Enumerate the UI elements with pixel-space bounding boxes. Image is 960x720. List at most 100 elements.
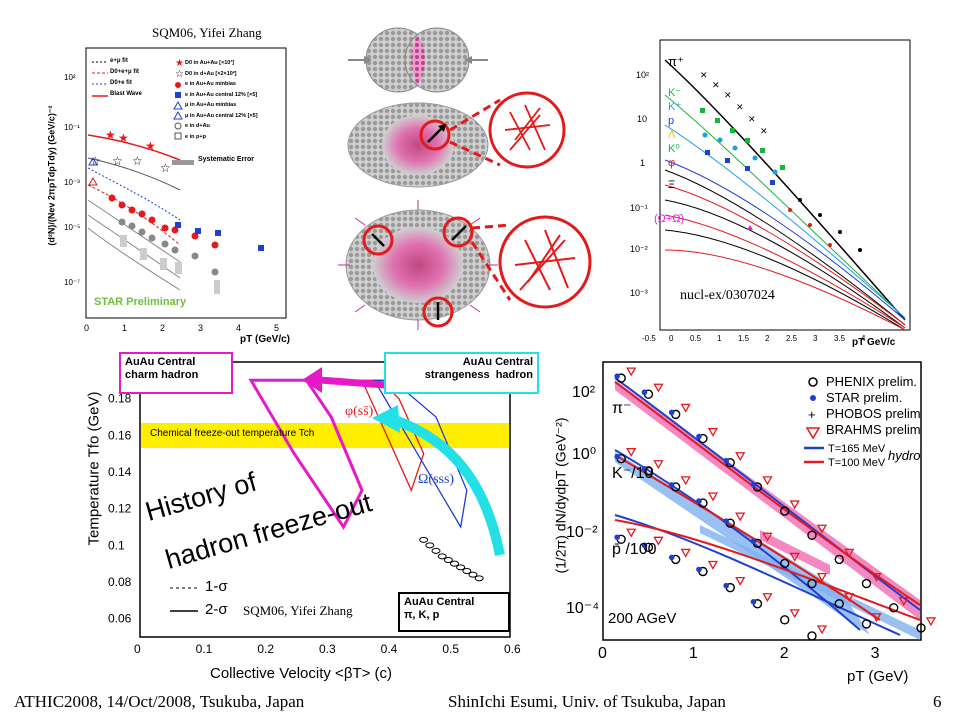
legend-brahms: BRAHMS prelim [826, 422, 921, 437]
svg-text:✕: ✕ [700, 70, 708, 80]
svg-text:☆: ☆ [175, 69, 184, 80]
brahms-point [844, 548, 855, 558]
legend-phobos: PHOBOS prelim [826, 406, 921, 421]
svg-text:1: 1 [717, 334, 722, 343]
phenix-point [725, 582, 735, 593]
svg-text:K⁰: K⁰ [668, 143, 680, 155]
svg-text:3.5: 3.5 [834, 334, 846, 343]
star-point [614, 373, 620, 379]
brahms-point [735, 452, 746, 462]
brahms-point [762, 532, 773, 542]
phi-annotation: φ(ss̄) [345, 404, 374, 419]
svg-text:☆: ☆ [90, 154, 101, 168]
star-point [723, 518, 729, 524]
svg-text:✕: ✕ [712, 80, 720, 90]
legend-left-item: D0+e fit [110, 80, 132, 86]
brahms-point [789, 552, 800, 562]
phenix-point [889, 603, 899, 613]
page-number: 6 [933, 692, 942, 711]
species-proton: p̄ /100 [612, 541, 657, 558]
brahms-point [626, 448, 637, 458]
svg-text:φ: φ [668, 157, 675, 169]
star-point [614, 453, 620, 460]
svg-text:-0.5: -0.5 [642, 334, 656, 343]
freezeout-y-tick: 0.08 [108, 575, 132, 589]
strange-x-ticks: -0.5 0 0.5 1 1.5 2 2.5 3 3.5 4 [642, 334, 866, 343]
top-right-citation: nucl-ex/0307024 [680, 288, 775, 303]
phenix-point [780, 558, 790, 569]
legend-phenix: PHENIX prelim. [826, 374, 918, 389]
legend-right-item: D0 in Au+Au [×10³] [185, 60, 234, 66]
star-point [723, 582, 729, 589]
charm-hadron-box: AuAu Central charm hadron [119, 352, 233, 394]
systematic-error-label: Systematic Error [198, 156, 255, 163]
pik-point [425, 542, 435, 549]
phenix-point [725, 518, 735, 528]
charm-legend-right: D0 in Au+Au [×10³] D0 in d+Au [×2×10²] e… [185, 58, 258, 142]
contour-phi [360, 379, 425, 493]
hydro-legend-temps: T=165 MeV T=100 MeV [828, 442, 885, 470]
freezeout-x-tick: 0.4 [381, 642, 398, 656]
freezeout-x-ticks: 0 0.1 0.2 0.3 0.4 0.5 0.6 [134, 642, 521, 656]
brahms-point [735, 576, 746, 586]
freezeout-y-tick: 0.1 [108, 538, 125, 552]
legend-left-item: Blast Wave [110, 91, 142, 97]
freezeout-x-tick: 0.3 [319, 642, 336, 656]
phenix-point [916, 623, 926, 633]
star-point [668, 482, 675, 488]
brahms-point [844, 593, 855, 603]
brahms-point [680, 476, 691, 486]
svg-text:10⁻³: 10⁻³ [630, 288, 648, 298]
phenix-point [698, 433, 708, 444]
star-point [750, 482, 757, 488]
svg-text:☆: ☆ [132, 154, 143, 168]
freezeout-x-tick: 0.5 [442, 642, 459, 656]
strange-legend-symbols: π⁺ K⁻ K⁺ p Λ K⁰ φ Ξ (Ω+Ω̄) [654, 54, 684, 225]
svg-text:5: 5 [274, 323, 279, 333]
expanding-fireball [347, 102, 489, 188]
svg-text:(Ω+Ω̄): (Ω+Ω̄) [654, 213, 684, 225]
svg-text:+: + [808, 407, 816, 422]
svg-text:1.5: 1.5 [738, 334, 750, 343]
svg-text:Ξ: Ξ [668, 179, 675, 191]
charm-legend-markers: ★ ☆ [173, 58, 184, 140]
freezeout-x-tick: 0.1 [196, 642, 213, 656]
pik-point [419, 536, 429, 543]
strange-plot-frame [659, 39, 911, 331]
freezeout-y-tick: 0.16 [108, 428, 132, 442]
freezeout-y-tick: 0.06 [108, 612, 132, 626]
svg-text:π⁺: π⁺ [668, 54, 684, 69]
svg-text:K⁺: K⁺ [668, 101, 681, 113]
svg-text:✕: ✕ [724, 90, 732, 100]
legend-left-item: D0+e+μ fit [110, 69, 140, 75]
charm-y-ticks: 10² 10⁻¹ 10⁻³ 10⁻⁵ 10⁻⁷ [64, 73, 80, 287]
hydro-x-tick: 0 [598, 645, 607, 662]
svg-text:★: ★ [145, 139, 156, 153]
brahms-point [707, 560, 719, 570]
freezeout-x-tick: 0.6 [504, 642, 521, 656]
phenix-point [780, 506, 790, 516]
star-point [668, 554, 675, 561]
phenix-point [643, 389, 654, 399]
phenix-point [752, 599, 763, 609]
pik-point [431, 547, 441, 554]
phenix-point [725, 458, 735, 468]
svg-text:2: 2 [765, 334, 770, 343]
freezeout-y-ticks: 0.060.080.10.120.140.160.18 [108, 392, 132, 626]
legend-star: STAR prelim. [826, 390, 903, 405]
svg-text:10⁻³: 10⁻³ [64, 178, 80, 187]
brahms-point [653, 460, 664, 470]
pik-point [462, 568, 472, 574]
freezeout-x-tick: 0.2 [257, 642, 274, 656]
legend-t165: T=165 MeV [828, 443, 886, 455]
freezeout-xlabel: Collective Velocity <βT> (c) [210, 665, 393, 682]
brahms-point [789, 609, 800, 619]
overlapping-nuclei [348, 27, 488, 93]
phenix-point [670, 554, 681, 565]
svg-text:☆: ☆ [112, 154, 123, 168]
phenix-point [670, 409, 681, 420]
svg-text:★: ★ [175, 58, 184, 69]
svg-text:☆: ☆ [160, 161, 171, 175]
phenix-point [807, 631, 817, 641]
zoom-circle-bottom [470, 215, 592, 309]
